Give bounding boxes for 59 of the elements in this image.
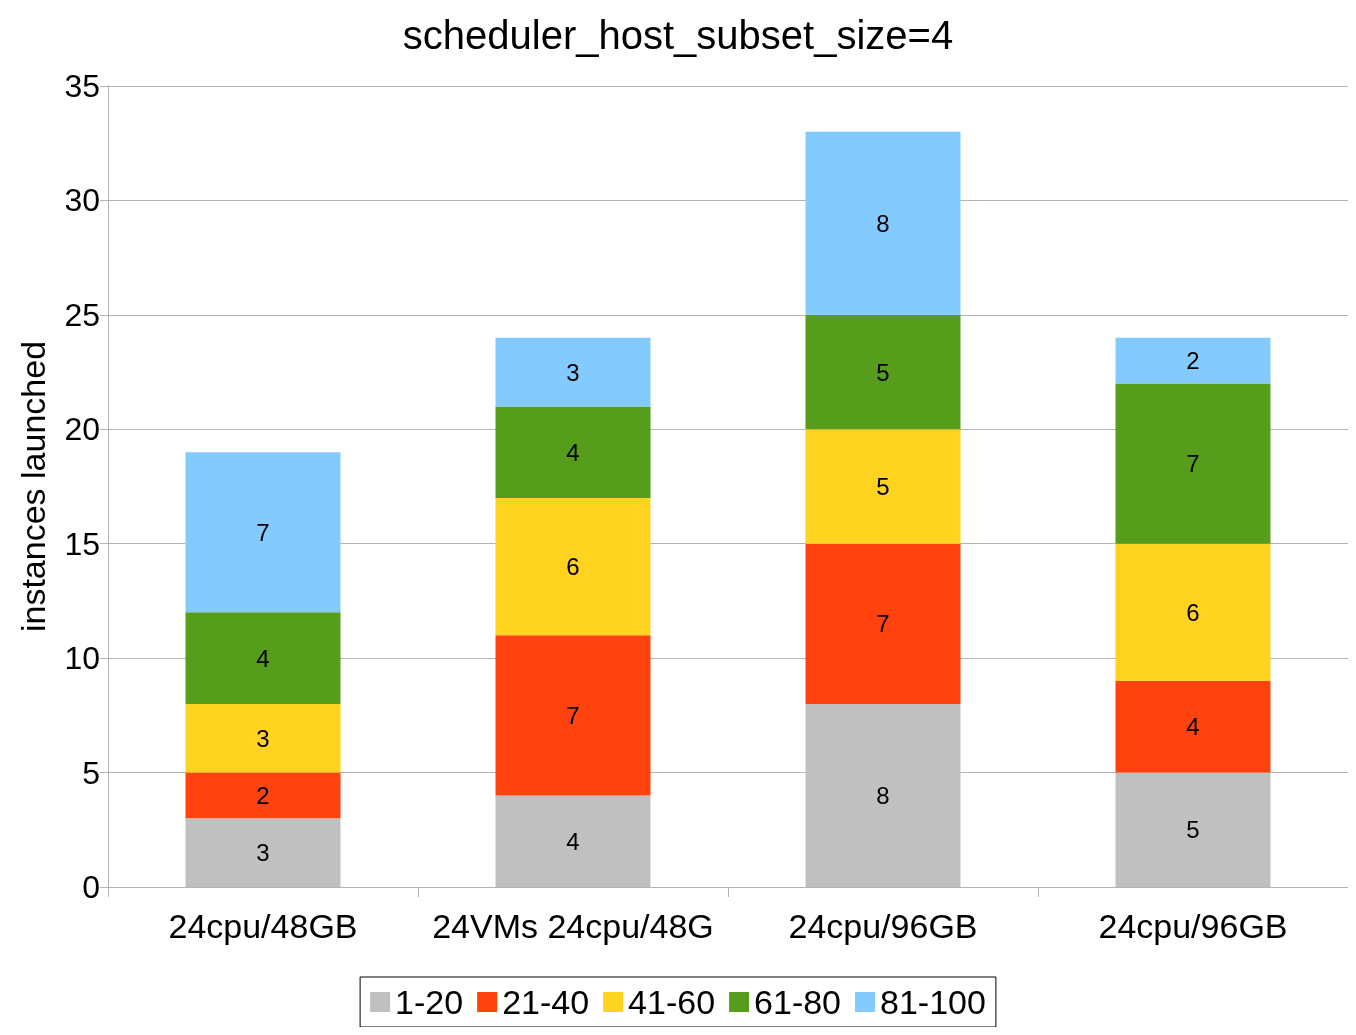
bar xyxy=(1115,337,1271,384)
y-tick-label: 35 xyxy=(64,68,100,104)
bar xyxy=(805,543,961,704)
bar xyxy=(185,772,341,819)
bar xyxy=(1115,772,1271,887)
y-tick-label: 15 xyxy=(64,525,100,562)
bar xyxy=(495,795,651,887)
data-label: 5 xyxy=(1186,816,1200,844)
bar xyxy=(185,818,341,887)
data-label: 3 xyxy=(256,839,270,867)
y-tick-label: 30 xyxy=(64,182,100,219)
bar xyxy=(805,131,961,315)
data-label: 7 xyxy=(1186,450,1200,478)
x-tick-label: 24cpu/96GB xyxy=(1098,907,1288,945)
data-label: 7 xyxy=(566,701,580,729)
data-label: 4 xyxy=(256,644,270,672)
data-label: 3 xyxy=(566,358,580,386)
legend-label: 41-60 xyxy=(628,983,716,1021)
bar xyxy=(805,703,961,887)
data-label: 4 xyxy=(566,827,580,855)
bar xyxy=(495,497,651,636)
bar xyxy=(185,452,341,613)
legend-label: 81-100 xyxy=(880,983,986,1021)
bar xyxy=(185,703,341,773)
bar xyxy=(495,635,651,796)
legend-label: 61-80 xyxy=(754,983,842,1021)
legend-label: 1-20 xyxy=(395,983,464,1021)
x-tick-label: 24cpu/96GB xyxy=(788,907,978,945)
bar xyxy=(1115,681,1271,773)
data-label: 6 xyxy=(1186,598,1200,626)
x-tick-label: 24VMs 24cpu/48G xyxy=(432,907,714,945)
y-tick-label: 0 xyxy=(82,869,100,905)
y-tick-label: 20 xyxy=(64,411,100,448)
data-label: 4 xyxy=(1186,713,1200,741)
data-label: 2 xyxy=(1186,347,1200,375)
bar xyxy=(805,429,961,544)
legend-label: 21-40 xyxy=(502,983,590,1021)
chart-title: scheduler_host_subset_size=4 xyxy=(402,13,954,57)
bar xyxy=(185,612,341,704)
bar xyxy=(1115,383,1271,544)
y-tick-label: 10 xyxy=(64,640,100,677)
data-label: 8 xyxy=(876,209,890,237)
data-label: 4 xyxy=(566,438,580,466)
x-tick-label: 24cpu/48GB xyxy=(168,907,358,945)
y-axis-title: instances launched xyxy=(14,340,52,633)
y-tick-label: 25 xyxy=(64,296,100,333)
data-label: 5 xyxy=(876,358,890,386)
data-label: 7 xyxy=(256,518,270,546)
bar xyxy=(495,337,651,407)
bar xyxy=(1115,543,1271,682)
data-label: 6 xyxy=(566,553,580,581)
y-tick-label: 5 xyxy=(82,754,100,791)
bar xyxy=(805,314,961,430)
data-label: 7 xyxy=(876,610,890,638)
data-label: 3 xyxy=(256,724,270,752)
bar xyxy=(495,406,651,498)
data-label: 5 xyxy=(876,473,890,500)
data-label: 2 xyxy=(256,781,270,809)
data-label: 8 xyxy=(876,781,890,809)
